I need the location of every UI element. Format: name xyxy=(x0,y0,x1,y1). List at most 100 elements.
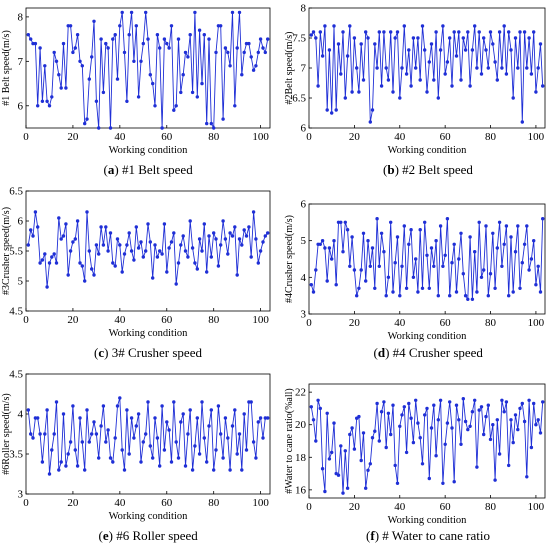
data-point xyxy=(377,30,381,34)
x-tick-label: 0 xyxy=(306,501,312,513)
data-point xyxy=(361,78,366,82)
data-point xyxy=(127,231,131,235)
data-point xyxy=(318,242,322,246)
data-point xyxy=(230,424,235,428)
data-point xyxy=(139,59,143,63)
data-point xyxy=(52,252,56,256)
data-point xyxy=(343,449,347,453)
x-tick-label: 0 xyxy=(23,131,29,143)
data-point xyxy=(434,454,438,458)
data-point xyxy=(242,50,246,55)
data-point xyxy=(482,36,486,40)
data-point xyxy=(200,249,204,253)
data-point xyxy=(491,42,495,46)
data-point xyxy=(235,46,239,50)
data-point xyxy=(427,286,431,290)
data-point xyxy=(90,432,94,436)
data-point xyxy=(80,264,85,268)
x-tick-label: 20 xyxy=(67,497,79,509)
data-point xyxy=(370,108,375,112)
data-point xyxy=(389,220,393,224)
data-point xyxy=(31,436,35,440)
data-point xyxy=(71,404,75,408)
x-tick-label: 100 xyxy=(528,131,545,143)
data-point xyxy=(466,297,470,301)
data-point xyxy=(50,448,54,452)
data-point xyxy=(493,60,497,64)
data-point xyxy=(393,463,397,468)
data-point xyxy=(169,24,174,28)
data-point xyxy=(197,452,202,456)
data-point xyxy=(429,246,434,250)
x-axis-label: Working condition xyxy=(388,331,468,342)
data-point xyxy=(94,243,99,247)
data-point xyxy=(26,33,30,37)
data-point xyxy=(214,50,218,55)
data-point xyxy=(513,413,518,417)
data-point xyxy=(80,440,85,444)
data-point xyxy=(441,24,445,28)
data-point xyxy=(488,30,493,34)
data-point xyxy=(153,243,157,247)
data-point xyxy=(366,468,370,472)
data-point xyxy=(457,418,461,422)
data-point xyxy=(493,286,497,290)
data-point xyxy=(190,90,195,95)
data-point xyxy=(448,36,452,40)
data-point xyxy=(311,30,316,34)
data-point xyxy=(352,447,357,451)
data-point xyxy=(144,10,148,15)
y-tick-label: 18 xyxy=(295,452,307,464)
series-line xyxy=(310,398,544,494)
data-point xyxy=(452,242,456,246)
data-point xyxy=(141,41,145,46)
data-point xyxy=(473,24,477,28)
data-point xyxy=(50,95,54,99)
data-point xyxy=(443,253,447,257)
data-point xyxy=(507,30,511,34)
data-point xyxy=(240,468,244,472)
data-point xyxy=(500,398,504,402)
data-point xyxy=(113,436,117,440)
data-point xyxy=(59,237,63,241)
data-point xyxy=(470,48,475,52)
data-point xyxy=(393,36,397,40)
data-point xyxy=(461,397,465,401)
data-point xyxy=(425,90,429,94)
data-point xyxy=(75,33,80,37)
data-point xyxy=(97,252,101,256)
panel-caption-text: #4 Crusher speed xyxy=(389,345,483,360)
data-point xyxy=(320,239,325,243)
data-point xyxy=(43,64,47,68)
data-point xyxy=(352,268,357,272)
data-point xyxy=(258,416,263,420)
data-point xyxy=(75,219,80,223)
data-point xyxy=(432,403,436,407)
data-point xyxy=(118,24,122,28)
data-point xyxy=(113,264,117,268)
data-point xyxy=(155,255,160,259)
data-point xyxy=(40,258,45,262)
data-point xyxy=(111,37,115,41)
data-point xyxy=(195,416,199,420)
data-point xyxy=(179,90,183,95)
data-point xyxy=(162,37,167,41)
data-point xyxy=(459,78,463,82)
data-point xyxy=(129,416,134,420)
data-point xyxy=(470,297,475,301)
data-point xyxy=(29,37,33,41)
data-point xyxy=(45,285,49,289)
data-point xyxy=(61,41,66,46)
data-point xyxy=(83,279,87,283)
data-point xyxy=(118,243,122,247)
data-point xyxy=(174,282,178,286)
data-point xyxy=(518,286,522,290)
data-point xyxy=(45,99,49,104)
data-point xyxy=(332,421,336,425)
y-axis-label: #4Crusher speed(m/s) xyxy=(284,215,295,303)
data-point xyxy=(402,24,406,28)
data-point xyxy=(395,235,400,239)
data-point xyxy=(520,401,524,406)
data-point xyxy=(407,401,411,406)
